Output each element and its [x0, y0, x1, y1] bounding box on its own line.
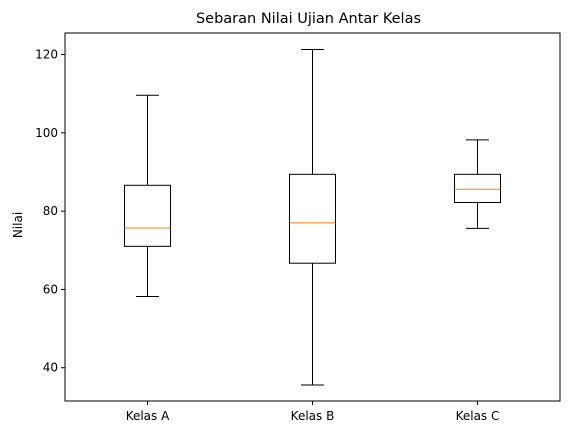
- chart-title: Sebaran Nilai Ujian Antar Kelas: [196, 11, 421, 27]
- y-tick-label: 60: [43, 282, 58, 296]
- y-axis-label: Nilai: [11, 212, 25, 238]
- x-tick-label: Kelas A: [126, 409, 170, 423]
- box-iqr: [289, 173, 336, 264]
- y-tick-label: 120: [35, 48, 58, 62]
- x-tick-label: Kelas B: [291, 409, 335, 423]
- plot-area: 40 60 80 100 120 Kelas A Kelas B Kelas C: [35, 32, 561, 423]
- box-iqr: [454, 173, 501, 204]
- y-tick-label: 80: [43, 204, 58, 218]
- box-iqr: [124, 184, 171, 247]
- x-tick-label: Kelas C: [456, 409, 500, 423]
- y-tick-label: 100: [35, 126, 58, 140]
- y-tick-label: 40: [43, 361, 58, 375]
